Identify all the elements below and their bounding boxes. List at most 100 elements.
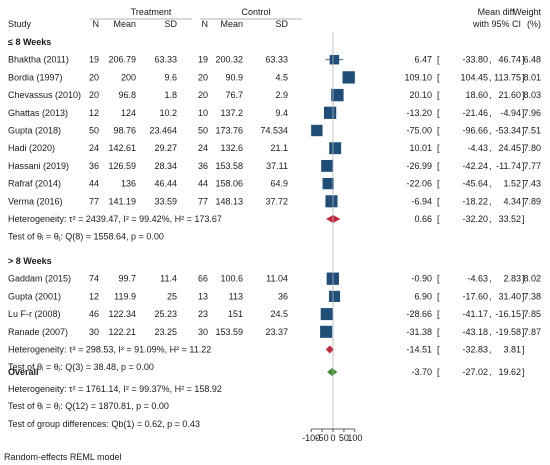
- study-row-0-comma: ,: [489, 55, 492, 65]
- study-row-0-ci-upper: 46.74: [498, 55, 521, 65]
- study-row-9-bracket-open: [: [437, 274, 440, 284]
- study-row-6-marker: [321, 159, 334, 172]
- study-row-9-treatment-mean: 99.7: [118, 274, 136, 284]
- study-row-11-control-n: 23: [198, 309, 208, 319]
- study-row-0-label: Bhaktha (2011): [8, 55, 69, 65]
- study-row-10-ci-upper: 31.40: [498, 291, 521, 301]
- study-row-2-weight: 8.03: [523, 90, 541, 100]
- study-row-5-treatment-sd: 29.27: [154, 143, 177, 153]
- study-row-7-control-mean: 158.06: [215, 179, 243, 189]
- treatment-sd-header: SD: [164, 19, 177, 29]
- study-row-0-bracket-open: [: [437, 55, 440, 65]
- overall-label: Overall: [8, 367, 39, 377]
- study-row-7-control-sd: 64.9: [270, 179, 288, 189]
- study-row-4-comma: ,: [489, 126, 492, 136]
- study-row-3-ci-lower: -21.46: [462, 108, 488, 118]
- study-row-1-bracket-open: [: [437, 72, 440, 82]
- study-row-3-weight: 7.96: [523, 108, 541, 118]
- study-row-12-control-mean: 153.59: [215, 327, 243, 337]
- study-row-8-bracket-open: [: [437, 196, 440, 206]
- study-row-9-bracket-close: ]: [522, 274, 525, 284]
- study-row-1-label: Bordia (1997): [8, 72, 63, 82]
- subgroup-0-label: ≤ 8 Weeks: [8, 37, 51, 47]
- x-tick-label-2: 0: [330, 433, 335, 443]
- study-row-5-ci-upper: 24.45: [498, 143, 521, 153]
- study-row-2-comma: ,: [489, 90, 492, 100]
- study-row-3-treatment-n: 12: [89, 108, 99, 118]
- study-row-6-bracket-open: [: [437, 161, 440, 171]
- study-row-2-bracket-close: ]: [522, 90, 525, 100]
- study-row-4-bracket-open: [: [437, 126, 440, 136]
- study-row-5-bracket-close: ]: [522, 143, 525, 153]
- study-row-2-ci-lower: 18.60: [465, 90, 488, 100]
- study-row-2-treatment-n: 20: [89, 90, 99, 100]
- study-column-header: Study: [8, 19, 32, 29]
- study-row-11-treatment-sd: 25.23: [154, 309, 177, 319]
- study-row-8-control-n: 77: [198, 196, 208, 206]
- study-row-5-weight: 7.80: [523, 143, 541, 153]
- study-row-12-treatment-n: 30: [89, 327, 99, 337]
- study-row-5-bracket-open: [: [437, 143, 440, 153]
- study-row-10-treatment-sd: 25: [167, 291, 177, 301]
- study-row-4-control-n: 50: [198, 126, 208, 136]
- study-row-5-control-sd: 21.1: [270, 143, 288, 153]
- study-row-3-label: Ghattas (2013): [8, 108, 68, 118]
- study-row-8-ci-upper: 4.34: [503, 196, 521, 206]
- overall-heterogeneity: Heterogeneity: τ² = 1761.14, I² = 99.37%…: [8, 384, 222, 394]
- study-row-8-marker: [325, 195, 338, 208]
- study-row-0-control-n: 19: [198, 55, 208, 65]
- study-row-10-marker: [328, 290, 341, 302]
- study-row-1-ci-upper: 113.75: [494, 72, 521, 82]
- subgroup-1-pooled-bracket-open: [: [437, 345, 440, 355]
- control-sd-header: SD: [275, 19, 288, 29]
- study-row-2-control-mean: 76.7: [225, 90, 243, 100]
- study-row-1-weight: 8.01: [523, 72, 541, 82]
- study-row-4-marker: [311, 124, 323, 137]
- study-row-1-marker: [342, 71, 355, 84]
- study-row-1-estimate: 109.10: [404, 72, 432, 82]
- study-row-4-control-sd: 74.534: [260, 126, 288, 136]
- study-row-10-ci-lower: -17.60: [462, 291, 488, 301]
- study-row-6-treatment-mean: 126.59: [108, 161, 136, 171]
- overall-comma: ,: [489, 367, 492, 377]
- study-row-8-bracket-close: ]: [522, 196, 525, 206]
- study-row-8-treatment-n: 77: [89, 196, 99, 206]
- study-row-4-ci-upper: -53.34: [495, 126, 521, 136]
- subgroup-1-pooled-ci-upper: 3.81: [503, 345, 521, 355]
- study-row-3-control-mean: 137.2: [220, 108, 243, 118]
- study-row-9-treatment-sd: 11.4: [160, 274, 177, 284]
- study-row-1-treatment-n: 20: [89, 72, 99, 82]
- subgroup-1-label: > 8 Weeks: [8, 256, 52, 266]
- study-row-2-label: Chevassus (2010): [8, 90, 81, 100]
- x-tick-label-1: -50: [316, 433, 329, 443]
- footnote: Random-effects REML model: [4, 452, 122, 462]
- study-row-5-estimate: 10.01: [409, 143, 432, 153]
- study-row-0-weight: 6.48: [523, 55, 541, 65]
- study-row-8-control-mean: 148.13: [215, 196, 243, 206]
- study-row-2-control-n: 20: [198, 90, 208, 100]
- study-row-10-label: Gupta (2001): [8, 291, 61, 301]
- study-row-3-ci-upper: -4.94: [500, 108, 521, 118]
- study-row-5-control-n: 24: [198, 143, 208, 153]
- study-row-1-comma: ,: [489, 72, 492, 82]
- study-row-7-estimate: -22.06: [406, 179, 432, 189]
- study-row-0-bracket-close: ]: [522, 55, 525, 65]
- study-row-5-ci-lower: -4.43: [467, 143, 488, 153]
- subgroup-1-pooled-comma: ,: [489, 345, 492, 355]
- treatment-group-header: Treatment: [131, 7, 172, 17]
- treatment-mean-header: Mean: [113, 19, 136, 29]
- overall-ci-upper: 19.62: [498, 367, 521, 377]
- effect-header-line2: with 95% CI: [472, 19, 521, 29]
- study-row-10-weight: 7.38: [523, 291, 541, 301]
- study-row-11-ci-lower: -41.17: [462, 309, 488, 319]
- study-row-7-comma: ,: [489, 179, 492, 189]
- study-row-3-bracket-open: [: [437, 108, 440, 118]
- study-row-4-treatment-mean: 98.76: [113, 126, 136, 136]
- study-row-10-treatment-n: 12: [89, 291, 99, 301]
- subgroup-0-homogeneity-test: Test of θᵢ = θⱼ: Q(8) = 1558.64, p = 0.0…: [8, 231, 164, 241]
- study-row-0-treatment-mean: 206.79: [108, 55, 136, 65]
- subgroup-1-pooled-estimate: -14.51: [406, 345, 432, 355]
- study-row-2-bracket-open: [: [437, 90, 440, 100]
- study-row-10-estimate: 6.90: [414, 291, 432, 301]
- study-row-6-label: Hassani (2019): [8, 161, 69, 171]
